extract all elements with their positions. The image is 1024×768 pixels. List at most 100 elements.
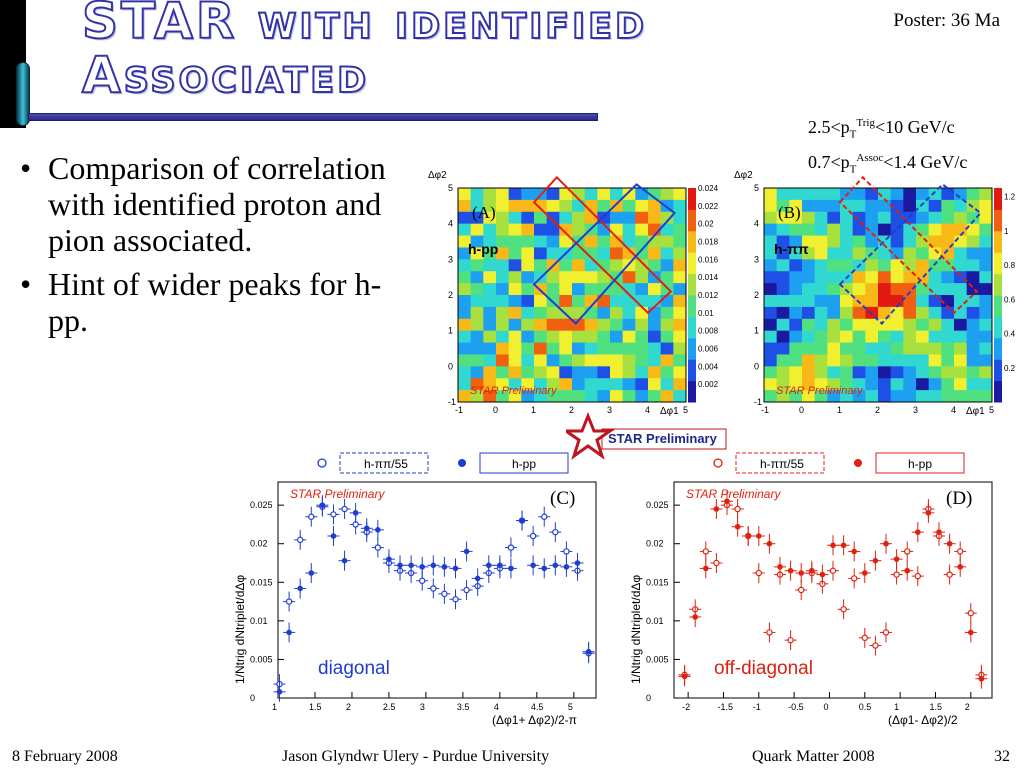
data-point: [452, 596, 459, 603]
heatmap-cell: [840, 342, 854, 355]
heatmap-cell: [764, 259, 778, 272]
heatmap-cell: [852, 390, 866, 403]
heatmap-cell: [941, 271, 955, 284]
heatmap-cell: [954, 295, 968, 308]
heatmap-cell: [928, 247, 942, 260]
heatmap-cell: [521, 188, 535, 201]
heatmap-cell: [610, 247, 624, 260]
data-point: [766, 540, 773, 547]
heatmap-cell: [928, 330, 942, 343]
data-point: [285, 598, 293, 605]
data-point: [419, 564, 426, 570]
slide-title: STAR with identified Associated: [81, 0, 782, 103]
heatmap-cell: [852, 330, 866, 343]
heatmap-cell: [496, 271, 510, 284]
x-tick-label: -2: [682, 702, 690, 712]
heatmap-cell: [916, 330, 930, 343]
heatmap-cell: [622, 354, 636, 367]
heatmap-cell: [559, 188, 573, 201]
heatmap-cell: [673, 390, 687, 403]
heatmap-cell: [584, 378, 598, 391]
heatmap-cell: [890, 283, 904, 296]
legend-open-marker: [317, 458, 327, 468]
heatmap-cell: [635, 378, 649, 391]
heatmap-cell: [546, 342, 560, 355]
heatmap-cell: [521, 342, 535, 355]
off-diagonal-band: [532, 175, 673, 315]
heatmap-cell: [840, 378, 854, 391]
heatmap-cell: [916, 306, 930, 320]
heatmap-cell: [966, 330, 980, 343]
heatmap-cell: [534, 223, 548, 236]
y-tick-label: 5: [754, 183, 759, 193]
heatmap-cell: [764, 295, 778, 308]
heatmap-cell: [534, 390, 548, 403]
heatmap-cell: [852, 247, 866, 260]
heatmap-cell: [789, 211, 803, 225]
colorbar-segment: [994, 209, 1002, 232]
heatmap-cell: [648, 306, 662, 320]
heatmap-cell: [979, 211, 993, 225]
data-point: [862, 570, 868, 576]
heatmap-cell: [572, 188, 586, 201]
heatmap-cell: [776, 390, 790, 403]
data-point: [840, 606, 847, 613]
heatmap-cell: [890, 199, 904, 213]
y-tick-label: 1: [754, 326, 759, 336]
heatmap-cell: [789, 283, 803, 296]
plot-frame: [673, 481, 993, 699]
heatmap-cell: [610, 366, 624, 379]
heatmap-cell: [673, 342, 687, 355]
heatmap-cell: [521, 390, 535, 403]
heatmap-cell: [559, 235, 573, 248]
heatmap-cell: [916, 354, 930, 367]
heatmap-cell: [941, 306, 955, 320]
colorbar-segment: [688, 380, 696, 403]
data-point: [563, 548, 570, 555]
heatmap-cell: [559, 378, 573, 391]
heatmap-cell: [508, 306, 522, 320]
heatmap-cell: [878, 366, 892, 379]
heatmap-cell: [597, 271, 611, 284]
heatmap-cell: [648, 354, 662, 367]
heatmap-cell: [660, 235, 674, 248]
heatmap-cell: [635, 283, 649, 296]
heatmap-cell: [660, 223, 674, 236]
heatmap-cell: [470, 390, 484, 403]
colorbar-tick-label: 0.022: [698, 202, 719, 211]
heatmap-cell: [878, 223, 892, 236]
footer-author: Jason Glyndwr Ulery - Purdue University: [282, 748, 550, 765]
heatmap-cell: [814, 188, 828, 201]
heatmap-cell: [776, 223, 790, 236]
heatmap-cell: [496, 342, 510, 355]
heatmap-cell: [673, 354, 687, 367]
heatmap-cell: [928, 390, 942, 403]
heatmap-cell: [546, 223, 560, 236]
y-tick-label: 0: [448, 361, 453, 371]
heatmap-cell: [827, 199, 841, 213]
x-tick-label: 5: [683, 405, 688, 415]
assoc-cut-sub: T: [849, 163, 857, 176]
heatmap-cell: [559, 342, 573, 355]
heatmap-cell: [979, 235, 993, 248]
heatmap-cell: [979, 295, 993, 308]
heatmap-cell: [789, 271, 803, 284]
heatmap-cell: [903, 390, 917, 403]
heatmap-cell: [903, 235, 917, 248]
heatmap-cell: [572, 271, 586, 284]
heatmap-cell: [814, 211, 828, 225]
heatmap-cell: [840, 330, 854, 343]
heatmap-cell: [776, 271, 790, 284]
heatmap-cell: [916, 378, 930, 391]
heatmap-cell: [764, 342, 778, 355]
heatmap-cell: [483, 223, 497, 236]
heatmap-cell: [966, 247, 980, 260]
heatmap-cell: [852, 366, 866, 379]
data-point: [724, 498, 730, 505]
heatmap-cell: [852, 283, 866, 296]
heatmap-cell: [776, 342, 790, 355]
heatmap-cell: [584, 188, 598, 201]
heatmap-cell: [496, 199, 510, 213]
heatmap-cell: [508, 247, 522, 260]
heatmap-cell: [660, 211, 674, 225]
